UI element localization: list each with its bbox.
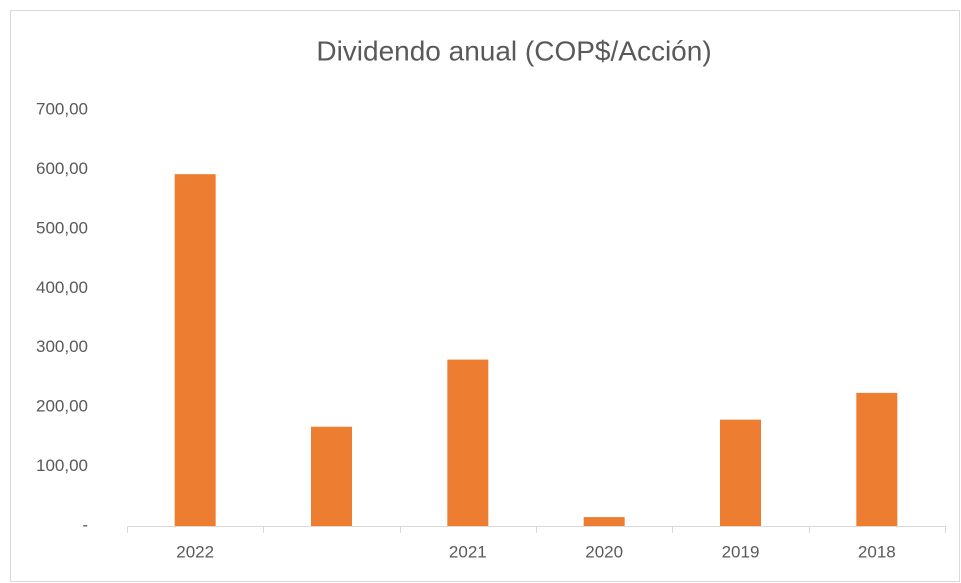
y-tick-label: 600,00	[36, 159, 88, 178]
bar	[583, 517, 625, 526]
x-tick-label: 2019	[722, 542, 760, 561]
bar	[311, 426, 352, 526]
chart-title: Dividendo anual (COP$/Acción)	[316, 35, 711, 66]
y-tick-label: 400,00	[36, 278, 88, 297]
y-tick-label: 100,00	[36, 456, 88, 475]
y-tick-label: 200,00	[36, 397, 88, 416]
y-tick-label: -	[82, 515, 88, 534]
bar	[447, 359, 489, 526]
bar	[174, 174, 216, 526]
bar	[720, 419, 761, 526]
x-tick-label: 2018	[858, 542, 896, 561]
x-tick-label: 2020	[585, 542, 623, 561]
x-tick-label: 2022	[176, 542, 214, 561]
y-tick-label: 500,00	[36, 218, 88, 237]
y-tick-label: 300,00	[36, 337, 88, 356]
bar	[856, 392, 898, 526]
x-tick-label: 2021	[449, 542, 487, 561]
y-tick-label: 700,00	[36, 99, 88, 118]
